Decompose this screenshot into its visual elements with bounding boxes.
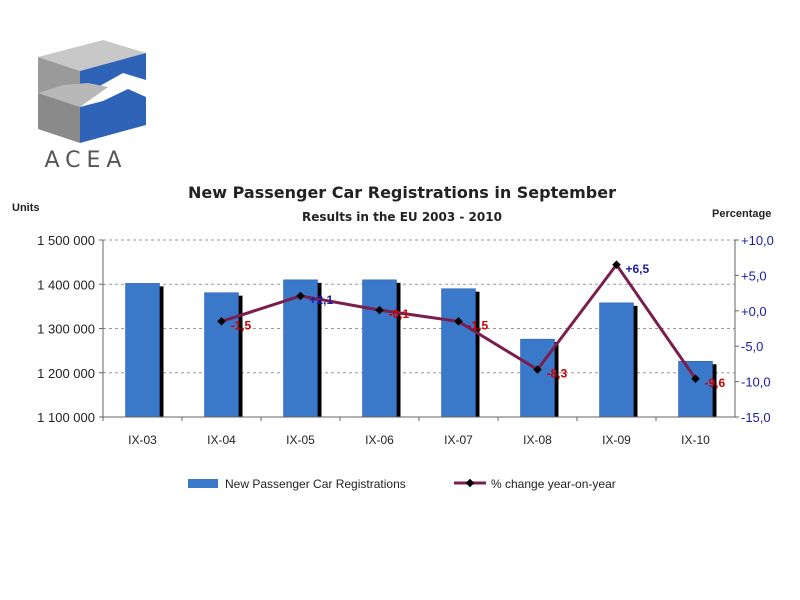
y-right-axis-label: Percentage <box>712 208 771 220</box>
x-tick-label: IX-03 <box>128 433 157 447</box>
y-left-axis-label: Units <box>12 202 40 214</box>
bar <box>125 283 160 418</box>
y-right-tick-label: +5,0 <box>741 268 767 283</box>
legend-line-label: % change year-on-year <box>491 477 616 491</box>
x-tick-label: IX-10 <box>681 433 710 447</box>
bar <box>441 288 476 418</box>
x-tick-label: IX-07 <box>444 433 473 447</box>
legend-bar-label: New Passenger Car Registrations <box>225 477 406 491</box>
line-data-label: -1,5 <box>231 318 252 332</box>
legend-bar-swatch <box>188 479 218 488</box>
line-data-label: -8,3 <box>547 367 568 381</box>
x-tick-label: IX-09 <box>602 433 631 447</box>
y-left-tick-label: 1 300 000 <box>37 322 95 337</box>
line-point <box>691 374 700 384</box>
legend-line-marker <box>465 478 475 488</box>
x-tick-label: IX-04 <box>207 433 236 447</box>
y-right-tick-label: -5,0 <box>741 339 763 354</box>
y-right-tick-label: +10,0 <box>741 233 774 248</box>
y-right-tick-label: -15,0 <box>741 410 771 425</box>
y-left-tick-label: 1 200 000 <box>37 366 95 381</box>
chart-title: New Passenger Car Registrations in Septe… <box>188 183 616 202</box>
bar <box>362 279 397 418</box>
line-point <box>375 305 384 315</box>
acea-logo-icon: ACEA <box>38 40 146 173</box>
line-point <box>296 291 305 301</box>
x-tick-label: IX-06 <box>365 433 394 447</box>
line-point <box>454 317 463 326</box>
bar <box>204 292 239 418</box>
chart-subtitle: Results in the EU 2003 - 2010 <box>302 210 502 224</box>
line-data-label: +2,1 <box>310 293 334 307</box>
x-tick-label: IX-08 <box>523 433 552 447</box>
logo-text: ACEA <box>45 148 128 173</box>
y-right-tick-label: +0,0 <box>741 304 767 319</box>
y-left-tick-label: 1 500 000 <box>37 233 95 248</box>
line-point <box>612 260 621 270</box>
line-data-label: -9,6 <box>705 376 726 390</box>
line-data-label: -1,5 <box>468 318 489 332</box>
bar <box>283 279 318 418</box>
line-data-label: +6,5 <box>626 262 650 276</box>
y-left-tick-label: 1 400 000 <box>37 277 95 292</box>
y-left-tick-label: 1 100 000 <box>37 410 95 425</box>
line-point <box>533 365 542 374</box>
bar <box>678 360 713 418</box>
bar <box>599 302 634 418</box>
y-right-tick-label: -10,0 <box>741 375 771 390</box>
line-point <box>217 317 226 326</box>
line-data-label: -0,1 <box>389 307 410 321</box>
x-tick-label: IX-05 <box>286 433 315 447</box>
